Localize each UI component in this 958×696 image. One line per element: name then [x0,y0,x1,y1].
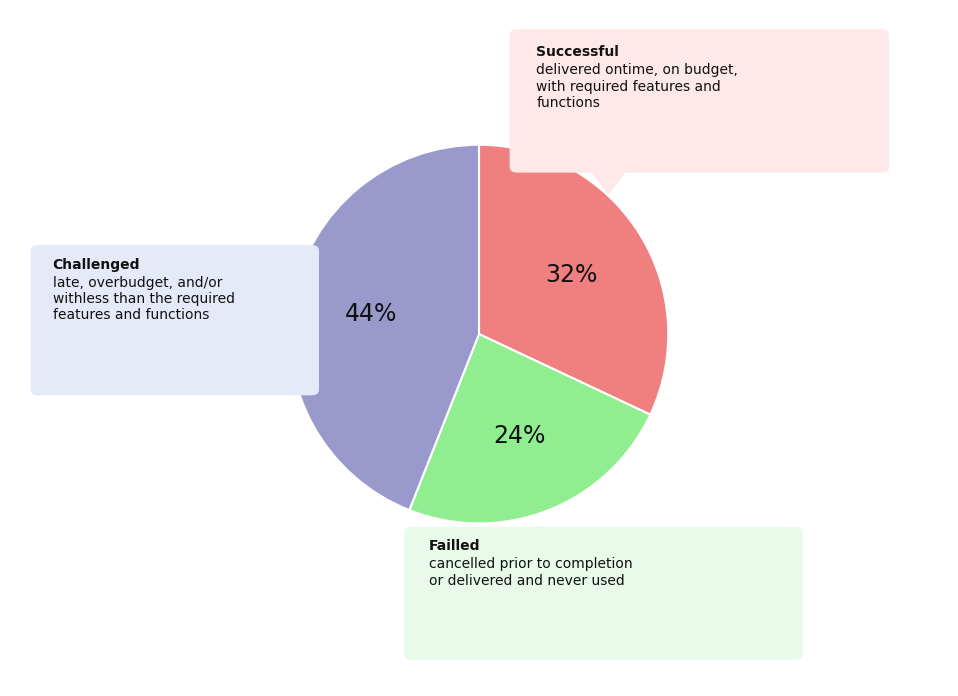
Wedge shape [409,334,650,523]
Text: 32%: 32% [545,263,598,287]
Text: cancelled prior to completion
or delivered and never used: cancelled prior to completion or deliver… [429,557,633,587]
Wedge shape [289,145,479,510]
Text: delivered ontime, on budget,
with required features and
functions: delivered ontime, on budget, with requir… [536,63,739,110]
Text: Failled: Failled [429,539,481,553]
Wedge shape [479,145,669,415]
Text: 44%: 44% [345,301,398,326]
Text: Successful: Successful [536,45,620,59]
Text: Challenged: Challenged [53,258,140,271]
Text: 24%: 24% [493,424,546,448]
Text: late, overbudget, and/or
withless than the required
features and functions: late, overbudget, and/or withless than t… [53,276,235,322]
